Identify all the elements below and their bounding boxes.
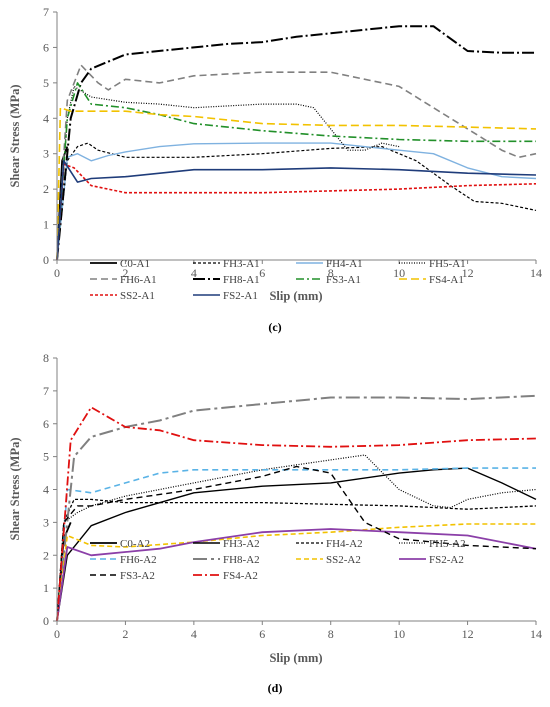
series-line-fh3-a1 bbox=[56, 142, 537, 261]
x-tick-label: 4 bbox=[191, 266, 197, 280]
series-line-fh4-a2 bbox=[56, 498, 537, 622]
legend-label: SS2-A2 bbox=[326, 554, 361, 566]
x-ticks-c: 0 2 4 6 8 10 12 14 bbox=[54, 260, 542, 280]
legend-label: FH8-A2 bbox=[223, 554, 260, 566]
y-tick-label: 6 bbox=[43, 40, 49, 54]
series-line-ss2-a2 bbox=[56, 523, 536, 622]
legend-label: FS2-A2 bbox=[429, 554, 464, 566]
x-tick-label: 14 bbox=[530, 627, 542, 641]
x-axis-label-d: Slip (mm) bbox=[269, 651, 322, 665]
x-tick-label: 6 bbox=[259, 266, 265, 280]
y-tick-label: 5 bbox=[43, 76, 49, 90]
y-tick-label: 1 bbox=[43, 581, 49, 595]
series-line-fs2-a1 bbox=[56, 160, 537, 261]
series-line-fh3-a2 bbox=[56, 467, 537, 622]
legend-label: FH6-A1 bbox=[120, 274, 157, 286]
y-ticks-c: 0 1 2 3 4 5 6 7 bbox=[43, 5, 57, 267]
series-line-fs4-a2 bbox=[56, 406, 537, 622]
legend-label: FH4-A2 bbox=[326, 538, 363, 550]
legend-label: FS3-A1 bbox=[326, 274, 361, 286]
legend-label: SS2-A1 bbox=[120, 290, 155, 302]
series-line-fh8-a1 bbox=[56, 25, 536, 261]
legend-label: FH4-A1 bbox=[326, 258, 363, 270]
x-axis-label-c: Slip (mm) bbox=[269, 289, 322, 303]
x-tick-label: 12 bbox=[462, 266, 474, 280]
y-tick-label: 8 bbox=[43, 351, 49, 365]
series-line-fh6-a2 bbox=[56, 467, 536, 622]
x-tick-label: 2 bbox=[122, 266, 128, 280]
legend-label: FS2-A1 bbox=[223, 290, 258, 302]
x-tick-label: 14 bbox=[530, 266, 542, 280]
legend-label: FH6-A2 bbox=[120, 554, 157, 566]
panel-tag-d: (d) bbox=[268, 681, 283, 695]
legend-label: FS4-A1 bbox=[429, 274, 464, 286]
series-line-fh6-a1 bbox=[56, 64, 537, 261]
x-tick-label: 10 bbox=[393, 627, 405, 641]
series-line-fs4-a1 bbox=[56, 106, 537, 261]
legend-label: FH3-A1 bbox=[223, 258, 260, 270]
legend-label: C0-A2 bbox=[120, 538, 150, 550]
y-tick-label: 3 bbox=[43, 515, 49, 529]
legend-label: FH5-A1 bbox=[429, 258, 466, 270]
series-line-fs3-a1 bbox=[56, 82, 536, 261]
legend-label: FH5-A2 bbox=[429, 538, 466, 550]
plot-area-d bbox=[57, 358, 536, 621]
series-line-fh5-a2 bbox=[56, 454, 537, 622]
y-tick-label: 2 bbox=[43, 548, 49, 562]
y-tick-label: 7 bbox=[43, 384, 49, 398]
y-tick-label: 5 bbox=[43, 450, 49, 464]
x-tick-label: 12 bbox=[462, 627, 474, 641]
legend-label: FH3-A2 bbox=[223, 538, 260, 550]
series-line-fs2-a2 bbox=[56, 528, 537, 622]
x-tick-label: 8 bbox=[328, 627, 334, 641]
y-tick-label: 3 bbox=[43, 147, 49, 161]
y-tick-label: 0 bbox=[43, 614, 49, 628]
x-tick-label: 10 bbox=[393, 266, 405, 280]
x-tick-label: 4 bbox=[191, 627, 197, 641]
x-tick-label: 2 bbox=[122, 627, 128, 641]
y-tick-label: 1 bbox=[43, 218, 49, 232]
y-tick-label: 6 bbox=[43, 417, 49, 431]
legend-label: FS4-A2 bbox=[223, 570, 258, 582]
y-tick-label: 7 bbox=[43, 5, 49, 19]
legend-label: FH8-A1 bbox=[223, 274, 260, 286]
y-axis-label-d: Shear Stress (MPa) bbox=[8, 438, 22, 541]
x-tick-label: 6 bbox=[259, 627, 265, 641]
y-tick-label: 0 bbox=[43, 253, 49, 267]
y-tick-label: 2 bbox=[43, 182, 49, 196]
series-line-fh4-a1 bbox=[56, 142, 537, 261]
legend-label: FS3-A2 bbox=[120, 570, 155, 582]
y-axis-label-c: Shear Stress (MPa) bbox=[8, 85, 22, 188]
x-ticks-d: 0 2 4 6 8 10 12 14 bbox=[54, 621, 542, 641]
x-tick-label: 0 bbox=[54, 266, 60, 280]
legend-c: C0-A1 FH3-A1 FH4-A1 FH5-A1 FH6-A1 FH8-A1 FS3-A… bbox=[90, 258, 466, 302]
x-tick-label: 8 bbox=[328, 266, 334, 280]
series-d bbox=[56, 394, 537, 622]
y-tick-label: 4 bbox=[43, 111, 49, 125]
legend-d: C0-A2 FH3-A2 FH4-A2 FH5-A2 FH6-A2 FH8-A2 SS2-A… bbox=[90, 538, 466, 582]
y-tick-label: 4 bbox=[43, 483, 49, 497]
legend-label: C0-A1 bbox=[120, 258, 150, 270]
series-c bbox=[56, 25, 537, 261]
x-tick-label: 0 bbox=[54, 627, 60, 641]
series-line-fs3-a2 bbox=[56, 465, 537, 622]
series-line-fh8-a2 bbox=[56, 394, 537, 622]
y-ticks-d: 0 1 2 3 4 5 6 7 8 bbox=[43, 351, 57, 628]
panel-tag-c: (c) bbox=[268, 320, 281, 334]
